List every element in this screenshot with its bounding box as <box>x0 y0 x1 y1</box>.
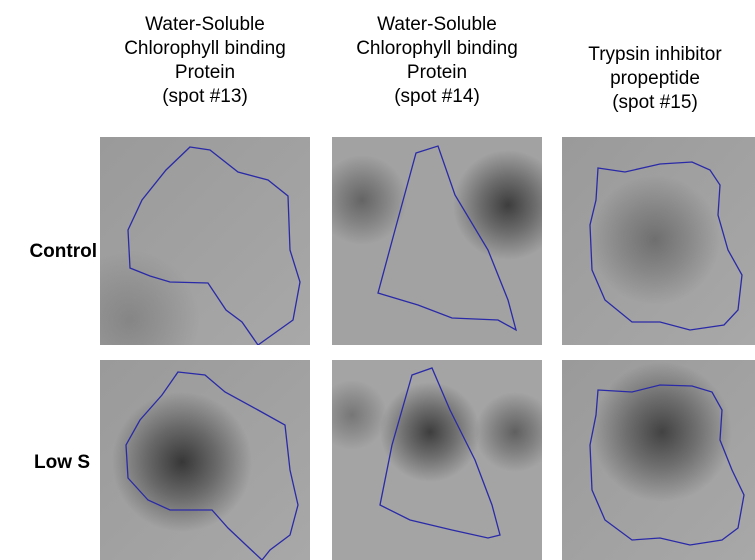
gel-panel <box>100 137 310 345</box>
column-header: (spot #13) <box>162 86 248 107</box>
gel-panel <box>562 360 755 560</box>
gel-panel <box>332 360 542 560</box>
column-header: Water-Soluble <box>377 14 497 35</box>
column-header: Water-Soluble <box>145 14 265 35</box>
column-header: Trypsin inhibitor <box>588 44 722 65</box>
column-header: (spot #14) <box>394 86 480 107</box>
gel-panel <box>100 360 310 560</box>
row-label: Low S <box>34 452 90 473</box>
column-header: Chlorophyll binding <box>356 38 518 59</box>
column-header: Chlorophyll binding <box>124 38 286 59</box>
column-header: Protein <box>407 62 467 83</box>
column-header: (spot #15) <box>612 92 698 113</box>
column-header: Protein <box>175 62 235 83</box>
row-label: Control <box>29 241 97 262</box>
gel-panel <box>562 137 755 345</box>
column-header: propeptide <box>610 68 700 89</box>
gel-panel <box>332 137 542 345</box>
